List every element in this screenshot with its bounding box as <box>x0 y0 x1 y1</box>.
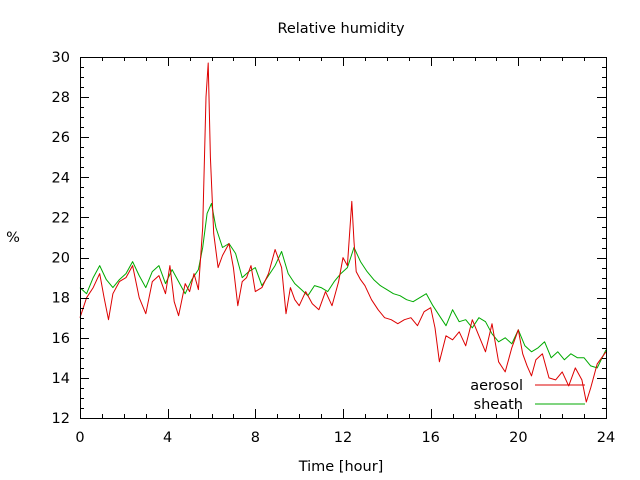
y-tick-label: 24 <box>52 170 70 186</box>
y-tick-label: 16 <box>52 331 70 347</box>
x-tick-label: 24 <box>597 430 615 446</box>
plot-frame <box>80 57 607 419</box>
legend-label-sheath: sheath <box>474 397 523 413</box>
x-tick-label: 16 <box>421 430 439 446</box>
x-tick-label: 4 <box>163 430 172 446</box>
tick-layer: 0 4 8 12 16 20 24 12 14 16 18 20 22 24 26 28 30 <box>52 50 616 446</box>
legend-label-aerosol: aerosol <box>470 378 523 394</box>
y-tick-label: 14 <box>52 371 70 387</box>
x-axis-label: Time [hour] <box>298 459 384 475</box>
x-tick-label: 12 <box>334 430 352 446</box>
y-tick-label: 12 <box>52 411 70 427</box>
y-tick-label: 20 <box>52 251 70 267</box>
y-tick-label: 28 <box>52 90 70 106</box>
legend: aerosol sheath <box>470 378 585 413</box>
series-layer <box>79 62 607 403</box>
y-tick-label: 18 <box>52 291 70 307</box>
series-line-sheath <box>79 202 607 369</box>
x-tick-label: 8 <box>251 430 260 446</box>
chart-title: Relative humidity <box>277 21 405 37</box>
y-tick-label: 26 <box>52 130 70 146</box>
series-line-aerosol <box>79 62 607 403</box>
x-tick-label: 20 <box>509 430 527 446</box>
x-tick-label: 0 <box>75 430 84 446</box>
y-tick-label: 22 <box>52 210 70 226</box>
y-axis-label: % <box>6 230 20 246</box>
y-tick-label: 30 <box>52 50 70 66</box>
